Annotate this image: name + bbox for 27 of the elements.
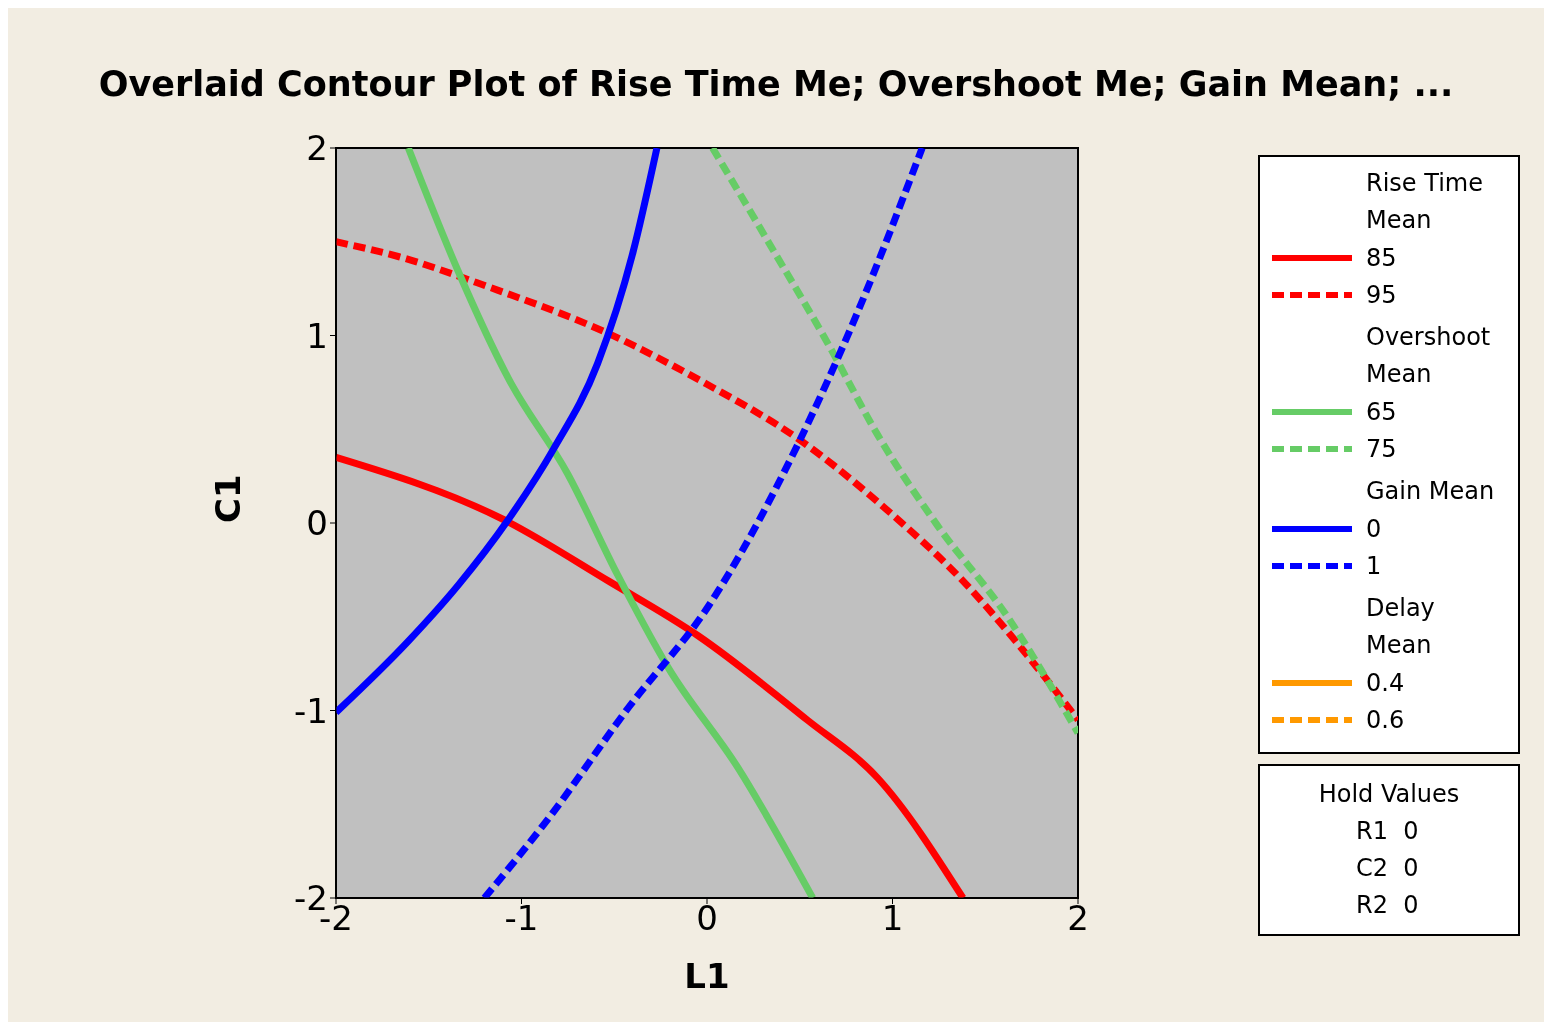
legend-label: 95 — [1366, 280, 1397, 309]
x-tick-label: 1 — [881, 898, 904, 939]
y-tick-label: 2 — [306, 128, 328, 169]
x-axis-title: L1 — [684, 956, 730, 996]
legend-label: 1 — [1366, 551, 1382, 580]
text: Overshoot Mean — [1366, 322, 1492, 390]
legend-label: 0.6 — [1366, 705, 1405, 734]
x-tick-label: 0 — [696, 898, 718, 939]
text: Delay Mean — [1366, 593, 1436, 661]
legend-label: 75 — [1366, 434, 1397, 463]
text: Rise Time Mean — [1366, 168, 1484, 236]
text: Gain Mean — [1366, 476, 1496, 507]
y-tick-label: 1 — [306, 315, 328, 356]
text: C2 0 — [1356, 853, 1420, 884]
legend-label: 85 — [1366, 243, 1397, 272]
y-tick-label: 0 — [306, 503, 328, 544]
x-tick-label: 2 — [1067, 898, 1089, 939]
legend-label: 65 — [1366, 397, 1397, 426]
x-tick-label: -1 — [504, 898, 539, 939]
legend-label: 0 — [1366, 514, 1382, 543]
y-tick-label: -1 — [294, 690, 328, 731]
text: Hold Values — [1317, 779, 1461, 810]
text: R1 0 — [1356, 816, 1420, 847]
legend-label: 0.4 — [1366, 668, 1405, 697]
y-axis-title: C1 — [208, 474, 249, 523]
text: R2 0 — [1356, 890, 1420, 921]
chart-title: Overlaid Contour Plot of Rise Time Me; Overshoot Me; Gain Mean; ... — [97, 64, 1455, 104]
